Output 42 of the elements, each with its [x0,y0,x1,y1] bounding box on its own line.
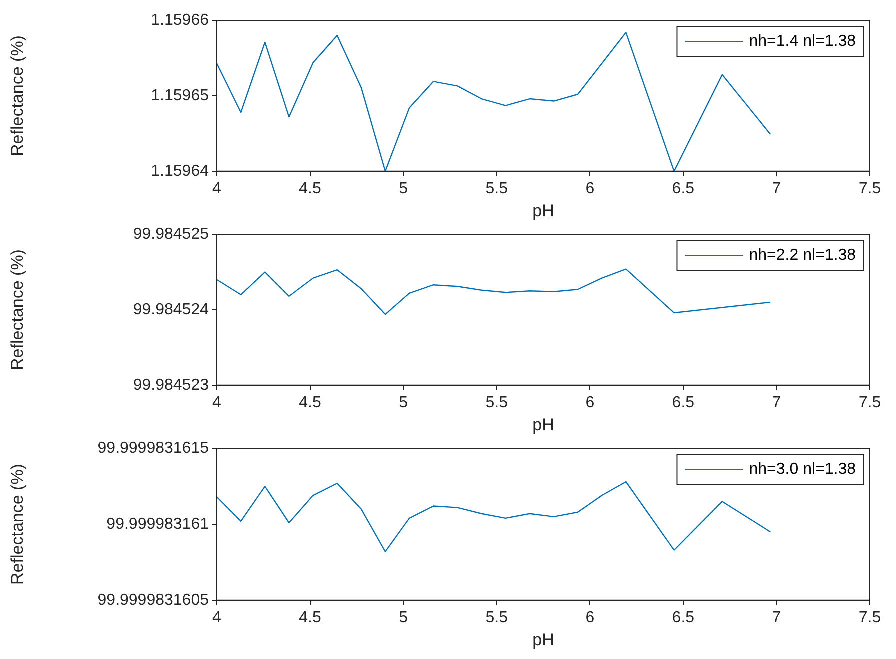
x-tick-label: 7.5 [858,609,882,626]
y-tick-label: 99.984523 [133,376,210,394]
x-tick-label: 7 [772,394,782,412]
x-tick-label: 4 [212,180,222,198]
legend-label: nh=2.2 nl=1.38 [749,247,856,264]
x-tick-label: 4 [212,394,222,412]
x-tick-label: 7.5 [858,394,882,412]
x-tick-label: 6 [586,180,595,198]
x-tick-label: 4.5 [299,394,322,412]
x-tick-label: 4 [212,609,222,626]
x-tick-label: 5 [399,394,408,412]
x-tick-label: 6 [586,609,595,626]
y-axis-title: Reflectance (%) [8,464,27,585]
x-tick-label: 5.5 [486,180,508,198]
x-axis-title: pH [532,415,554,434]
y-tick-label: 1.15966 [151,12,210,30]
x-tick-label: 7 [772,180,782,198]
x-axis-title: pH [532,201,554,220]
x-tick-label: 7 [772,609,782,626]
legend-label: nh=1.4 nl=1.38 [749,33,856,50]
x-tick-label: 6.5 [672,180,695,198]
x-tick-label: 4.5 [299,609,322,626]
x-tick-label: 6 [586,394,595,412]
x-tick-label: 5 [399,609,408,626]
y-axis-title: Reflectance (%) [8,250,27,370]
y-tick-label: 1.15965 [151,87,210,104]
y-tick-label: 99.984524 [133,301,210,318]
x-tick-label: 5.5 [486,394,508,412]
y-tick-label: 99.984525 [133,226,210,244]
x-tick-label: 5 [399,180,408,198]
y-axis-title: Reflectance (%) [8,36,27,156]
y-tick-label: 99.9999831605 [98,592,210,609]
x-tick-label: 6.5 [672,609,695,626]
x-axis-title: pH [532,630,554,650]
x-tick-label: 4.5 [299,180,322,198]
x-tick-label: 5.5 [486,609,508,626]
y-tick-label: 99.9999831615 [98,440,210,458]
y-tick-label: 99.999983161 [106,516,210,533]
y-tick-label: 1.15964 [151,162,210,180]
legend-label: nh=3.0 nl=1.38 [749,461,856,478]
x-tick-label: 6.5 [672,394,695,412]
x-tick-label: 7.5 [858,180,882,198]
